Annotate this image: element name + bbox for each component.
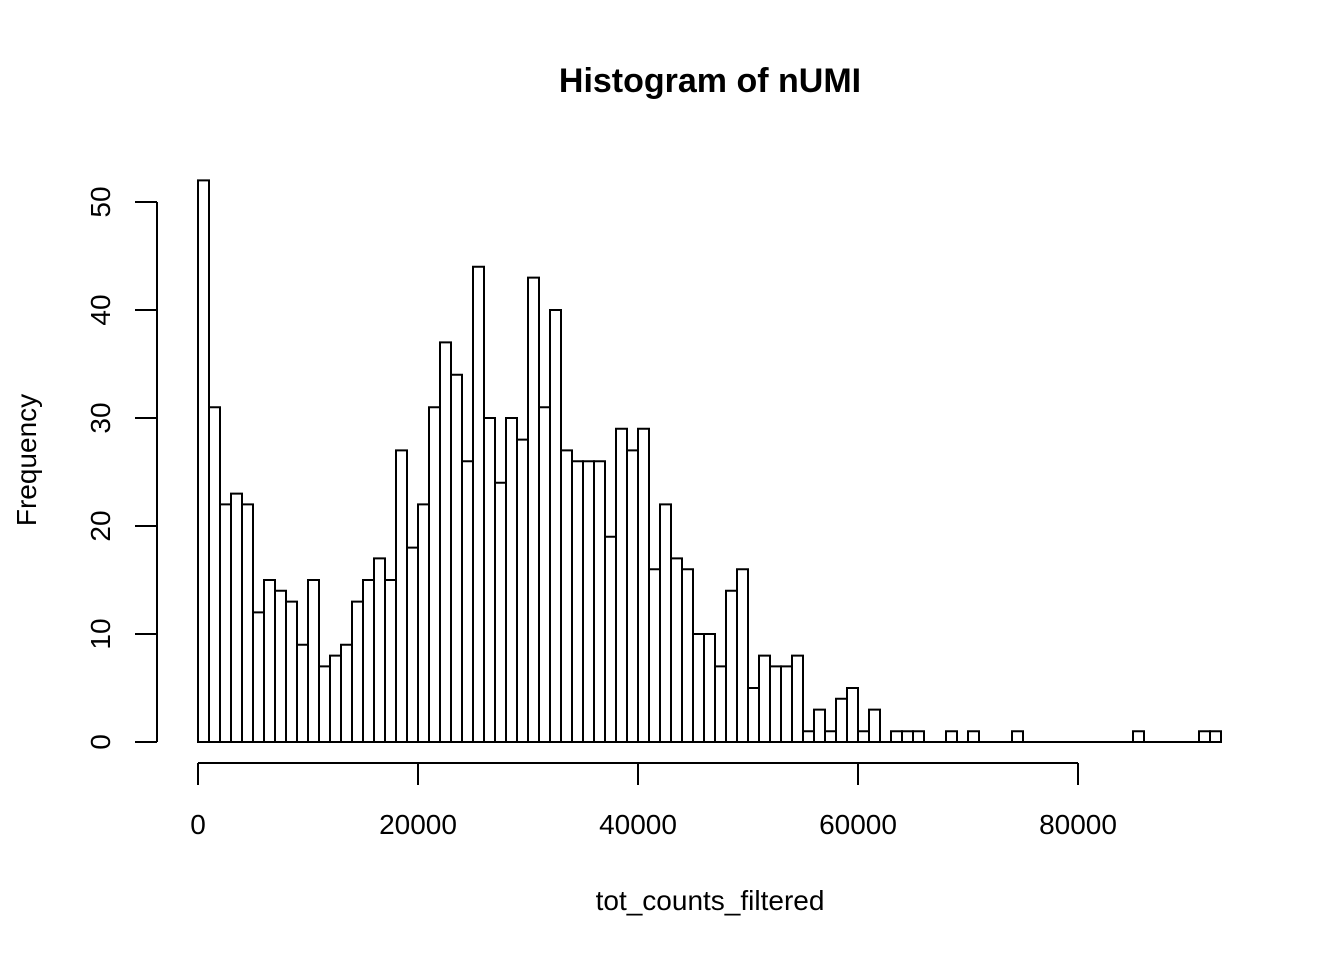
bar [560,449,573,743]
bar [626,449,639,743]
bar [1209,730,1222,743]
bar [384,579,397,743]
bar [428,406,441,743]
bar [296,643,309,743]
bar [406,546,419,743]
bar [846,687,859,743]
bar [527,276,540,743]
bar [703,633,716,743]
bar [967,730,980,743]
bar [659,503,672,743]
bar [857,730,870,743]
bar [670,557,683,743]
bar [692,633,705,743]
y-tick-label: 20 [85,510,116,541]
bar [549,309,562,743]
x-tick-label: 60000 [819,809,897,840]
bar [516,438,529,743]
y-tick-label: 0 [85,734,116,750]
bar [362,579,375,743]
bar [901,730,914,743]
x-tick-label: 80000 [1039,809,1117,840]
bar [725,589,738,743]
x-tick-label: 40000 [599,809,677,840]
bar [571,460,584,743]
bar [769,665,782,743]
bar [395,449,408,743]
bar [890,730,903,743]
bar [307,579,320,743]
bar [417,503,430,743]
bar [681,568,694,743]
bar [813,708,826,743]
bar [230,492,243,743]
bar [945,730,958,743]
bar [1198,730,1211,743]
bar [648,568,661,743]
bar [351,600,364,743]
bar [835,697,848,743]
bar [604,535,617,743]
bar [318,665,331,743]
x-tick-label: 20000 [379,809,457,840]
bar [197,179,210,743]
x-axis-label: tot_counts_filtered [596,885,825,916]
bar [868,708,881,743]
bar [252,611,265,743]
bar [494,481,507,743]
bar [263,579,276,743]
bar [824,730,837,743]
bar [791,654,804,743]
bar [802,730,815,743]
bar [593,460,606,743]
y-tick-label: 10 [85,618,116,649]
bar [439,341,452,743]
y-axis-label: Frequency [11,394,42,526]
bar [758,654,771,743]
bar [780,665,793,743]
bar [461,460,474,743]
bar [472,265,485,743]
chart-title: Histogram of nUMI [559,62,861,100]
bar [483,417,496,743]
bar [373,557,386,743]
bar [329,654,342,743]
bar [637,427,650,743]
x-tick-label: 0 [190,809,206,840]
bar [505,417,518,743]
bar [714,665,727,743]
bar [219,503,232,743]
bar [538,406,551,743]
bar [274,589,287,743]
bar [340,643,353,743]
bar [208,406,221,743]
bar [285,600,298,743]
bar [1011,730,1024,743]
y-tick-label: 30 [85,402,116,433]
bar [241,503,254,743]
bar [582,460,595,743]
y-tick-label: 50 [85,186,116,217]
bar [736,568,749,743]
bar [1132,730,1145,743]
bar [615,427,628,743]
bar [912,730,925,743]
y-tick-label: 40 [85,294,116,325]
bar [450,373,463,743]
bar [747,687,760,743]
